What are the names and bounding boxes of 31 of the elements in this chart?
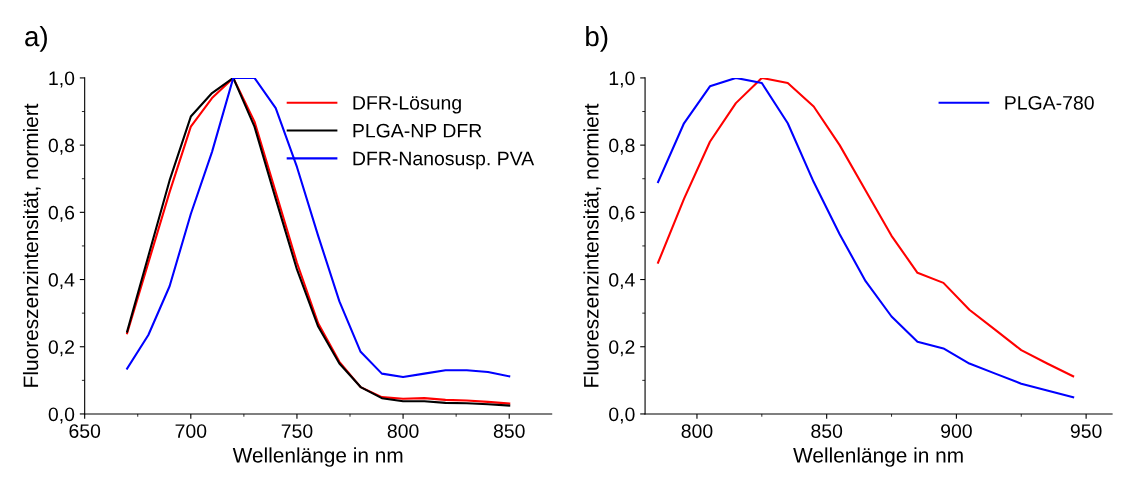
x-tick-label: 800 xyxy=(387,424,419,438)
x-tick-label: 700 xyxy=(175,424,207,438)
y-tick-label: 0,6 xyxy=(609,205,635,222)
chart-title: a) xyxy=(25,25,47,52)
y-tick-label: 0,8 xyxy=(48,138,75,155)
y-tick-label: 0,4 xyxy=(48,273,75,290)
x-tick-label: 650 xyxy=(69,424,101,438)
y-tick-label: 0,4 xyxy=(609,273,635,290)
legend-label: PLGA-780 xyxy=(1005,95,1094,110)
y-tick-label: 1,0 xyxy=(609,71,635,88)
legend-label: DFR-Nanosusp. PVA xyxy=(353,151,535,170)
y-tick-label: 1,0 xyxy=(49,71,75,88)
y-tick-label: 0,2 xyxy=(609,340,635,357)
y-tick-label: 0,8 xyxy=(609,138,635,155)
x-tick-label: 850 xyxy=(493,424,525,438)
x-tick-label: 950 xyxy=(1070,424,1102,438)
x-tick-label: 750 xyxy=(281,424,313,438)
legend-label: PLGA-NP DFR xyxy=(353,123,482,138)
y-axis-title: Fluoreszenzintensität, normiert xyxy=(583,103,602,387)
y-tick-label: 0,0 xyxy=(609,407,635,424)
legend-label: DFR-Lösung xyxy=(353,96,461,114)
x-tick-label: 850 xyxy=(811,424,843,438)
x-tick-label: 900 xyxy=(941,424,972,438)
y-tick-label: 0,0 xyxy=(48,407,75,424)
y-tick-label: 0,2 xyxy=(48,340,74,357)
y-axis-title: Fluoreszenzintensität, normiert xyxy=(22,103,41,387)
x-axis-title: Wellenlänge in nm xyxy=(232,447,403,467)
x-tick-label: 800 xyxy=(681,424,713,438)
x-axis-title: Wellenlänge in nm xyxy=(793,447,963,467)
y-tick-label: 0,6 xyxy=(48,205,75,222)
chart-title: b) xyxy=(586,25,608,52)
